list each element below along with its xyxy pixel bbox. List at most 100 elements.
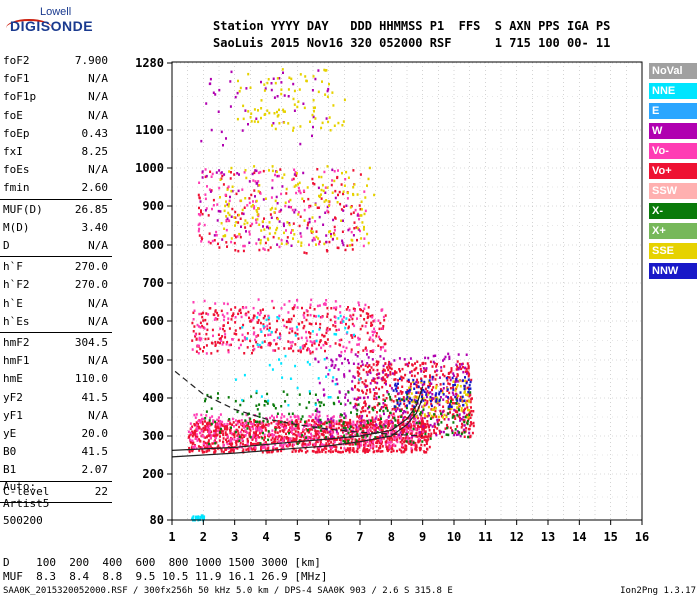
data-point-vo bbox=[389, 441, 392, 444]
data-point-vo bbox=[307, 197, 310, 201]
data-point-w bbox=[350, 387, 353, 390]
data-point-x bbox=[262, 419, 265, 423]
data-point-x bbox=[384, 425, 387, 428]
data-point-vo bbox=[420, 425, 423, 428]
data-point-vo bbox=[367, 306, 370, 309]
data-point-vo bbox=[356, 422, 359, 425]
data-point-vo bbox=[385, 397, 388, 400]
data-point-vo bbox=[375, 415, 378, 418]
data-point-vo bbox=[411, 441, 414, 444]
data-point-vo bbox=[356, 427, 359, 431]
data-point-vo bbox=[291, 450, 294, 453]
data-point-w bbox=[317, 186, 320, 190]
data-point-vo bbox=[314, 415, 317, 419]
data-point-vo bbox=[401, 391, 404, 394]
y-tick-label: 900 bbox=[142, 199, 164, 213]
data-point-vo bbox=[345, 308, 348, 311]
data-point-nne bbox=[197, 517, 199, 520]
data-point-sse bbox=[314, 203, 317, 206]
data-point-vo bbox=[218, 246, 221, 249]
data-point-vo bbox=[347, 448, 349, 452]
data-point-vo bbox=[410, 424, 413, 428]
data-point-vo bbox=[393, 435, 396, 438]
data-point-vo bbox=[354, 384, 357, 388]
data-point-vo bbox=[313, 423, 316, 427]
y-tick-label: 1000 bbox=[135, 161, 164, 175]
data-point-vo bbox=[332, 442, 335, 446]
data-point-vo bbox=[410, 439, 413, 443]
data-point-sse bbox=[226, 188, 229, 191]
data-point-vo bbox=[200, 337, 203, 340]
data-point-vo bbox=[205, 414, 208, 417]
data-point-vo bbox=[223, 329, 226, 333]
data-point-vo bbox=[348, 318, 351, 322]
data-point-sse bbox=[465, 393, 467, 396]
data-point-w bbox=[455, 380, 458, 383]
data-point-w bbox=[457, 380, 460, 383]
data-point-vo bbox=[231, 423, 234, 426]
data-point-w bbox=[387, 416, 390, 419]
data-point-sse bbox=[295, 171, 298, 175]
data-point-vo bbox=[441, 389, 444, 393]
data-point-vo bbox=[435, 365, 438, 368]
data-point-vo bbox=[398, 368, 401, 371]
data-point-vo bbox=[315, 436, 318, 439]
data-point-sse bbox=[286, 221, 289, 224]
data-point-sse bbox=[460, 409, 463, 412]
data-point-x bbox=[466, 419, 469, 423]
data-point-sse bbox=[465, 416, 468, 419]
data-point-w bbox=[366, 373, 369, 376]
data-point-vo bbox=[219, 171, 222, 175]
data-point-vo bbox=[264, 441, 267, 444]
data-point-vo bbox=[467, 364, 470, 368]
legend-item-x-: X+ bbox=[649, 223, 697, 239]
data-point-vo bbox=[359, 173, 362, 176]
data-point-vo bbox=[363, 432, 366, 436]
data-point-vo bbox=[387, 448, 390, 451]
data-point-w bbox=[342, 209, 345, 212]
data-point-w bbox=[461, 363, 463, 366]
data-point-vo bbox=[278, 314, 281, 318]
data-point-x bbox=[258, 403, 261, 406]
data-point-vo bbox=[415, 432, 418, 435]
data-point-vo bbox=[355, 449, 358, 453]
param-value: N/A bbox=[88, 239, 108, 252]
data-point-vo bbox=[458, 362, 461, 366]
data-point-vo bbox=[236, 439, 239, 442]
data-point-vo bbox=[346, 430, 349, 433]
data-point-vo bbox=[211, 207, 213, 211]
data-point-vo bbox=[303, 324, 306, 328]
data-point-vo bbox=[419, 367, 422, 371]
data-point-vo bbox=[404, 363, 407, 366]
data-point-nnw bbox=[406, 404, 408, 407]
data-point-w bbox=[334, 196, 337, 200]
data-point-w bbox=[257, 238, 260, 241]
data-point-vo bbox=[241, 212, 244, 215]
data-point-vo bbox=[245, 421, 248, 425]
data-point-vo bbox=[272, 447, 275, 450]
data-point-vo bbox=[390, 447, 393, 450]
data-point-vo bbox=[376, 411, 378, 414]
data-point-vo bbox=[338, 190, 341, 194]
data-point-vo bbox=[355, 226, 358, 229]
data-point-vo bbox=[433, 406, 436, 409]
data-point-sse bbox=[460, 399, 463, 402]
data-point-x bbox=[255, 391, 258, 395]
data-point-vo bbox=[252, 179, 255, 182]
data-point-vo bbox=[430, 432, 433, 435]
data-point-vo bbox=[369, 336, 372, 339]
data-point-vo bbox=[191, 348, 194, 351]
data-point-w bbox=[342, 219, 344, 222]
data-point-vo bbox=[304, 451, 307, 454]
data-point-sse bbox=[236, 117, 239, 121]
data-point-vo bbox=[378, 327, 381, 331]
data-point-vo bbox=[424, 398, 427, 402]
data-point-x bbox=[274, 407, 277, 410]
data-point-vo bbox=[193, 309, 196, 312]
data-point-vo bbox=[287, 422, 290, 425]
data-point-nnw bbox=[469, 380, 472, 384]
data-point-vo bbox=[433, 423, 436, 427]
data-point-vo bbox=[469, 400, 472, 404]
data-point-vo bbox=[198, 449, 201, 452]
param-row-hmf2: hmF2 304.5 bbox=[0, 334, 112, 352]
